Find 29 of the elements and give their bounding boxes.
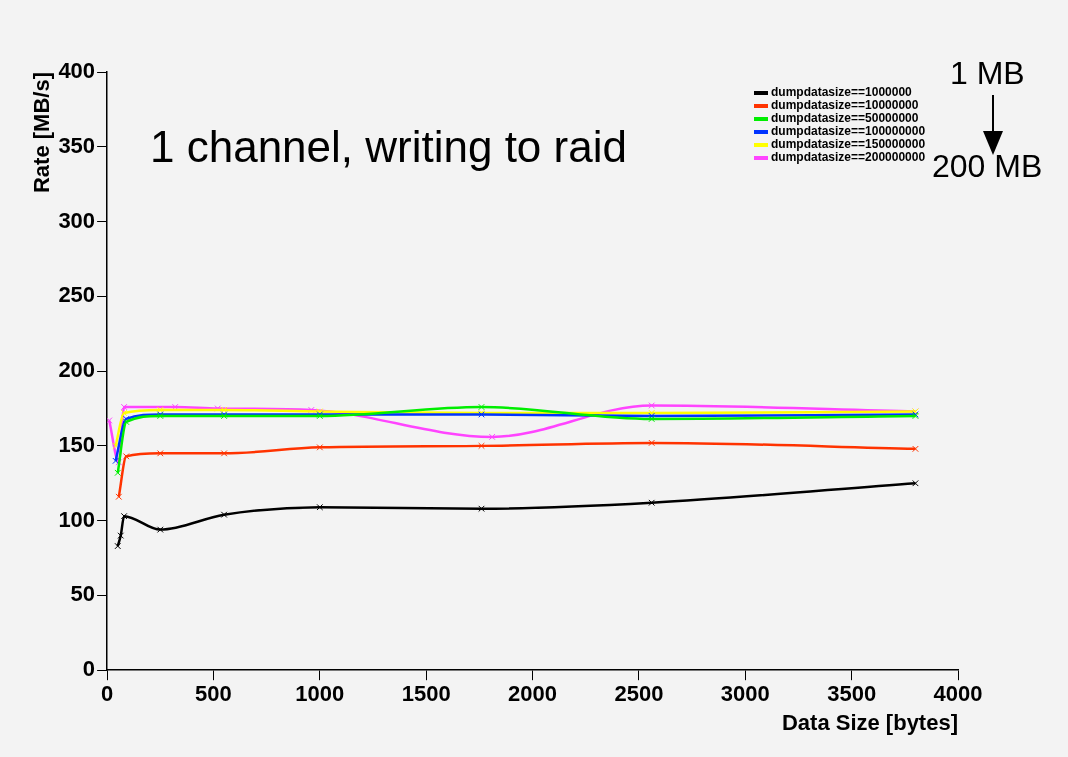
x-tick-label: 3500 (827, 681, 877, 707)
y-tick-label: 150 (58, 431, 96, 457)
legend-label: dumpdatasize==50000000 (771, 111, 919, 125)
x-tick-label: 2000 (508, 681, 558, 707)
y-axis-title: Rate [MB/s] (29, 72, 55, 194)
x-tick-label: 3000 (720, 681, 770, 707)
y-tick-label: 0 (82, 656, 96, 682)
x-axis-title: Data Size [bytes] (781, 709, 958, 735)
y-tick-label: 400 (58, 58, 96, 84)
legend-label: dumpdatasize==1000000 (771, 85, 912, 99)
legend-label: dumpdatasize==200000000 (771, 150, 926, 164)
x-tick-label: 500 (195, 681, 232, 707)
text: 1 channel, writing to raid (150, 122, 627, 172)
x-tick-label: 0 (100, 681, 114, 707)
legend-label: dumpdatasize==150000000 (771, 137, 926, 151)
x-tick-label: 2500 (614, 681, 664, 707)
annotation: 1 MB (950, 55, 1025, 92)
y-tick-label: 100 (58, 506, 96, 532)
y-tick-label: 350 (58, 132, 96, 158)
y-tick-label: 300 (58, 207, 96, 233)
legend-label: dumpdatasize==10000000 (771, 98, 919, 112)
x-tick-label: 1500 (401, 681, 451, 707)
y-tick-label: 50 (70, 581, 96, 607)
y-tick-label: 250 (58, 282, 96, 308)
y-tick-label: 200 (58, 357, 96, 383)
x-tick-label: 1000 (295, 681, 345, 707)
annotation: 200 MB (932, 148, 1043, 185)
x-tick-label: 4000 (933, 681, 983, 707)
legend-label: dumpdatasize==100000000 (771, 124, 926, 138)
